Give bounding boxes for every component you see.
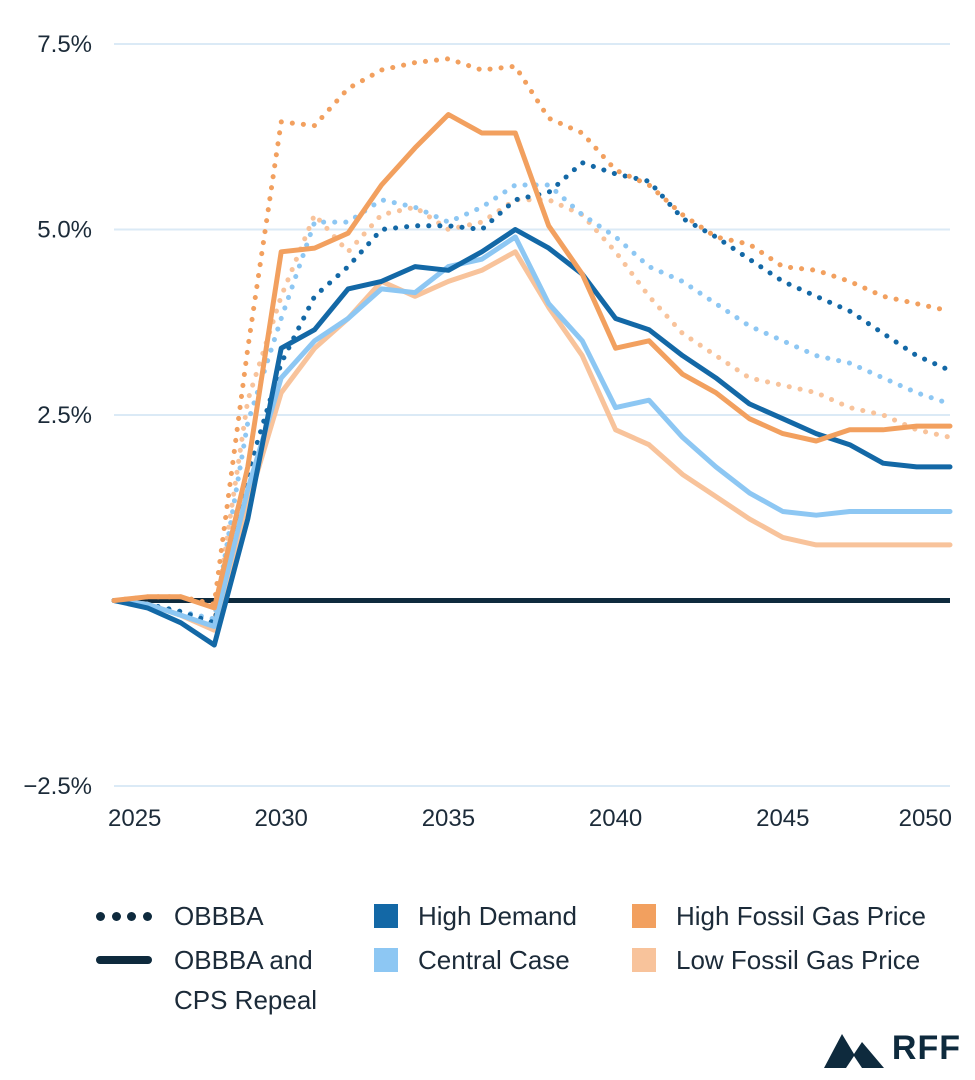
solid-line-swatch xyxy=(96,956,152,964)
series-line-high-fossil-gas-price xyxy=(111,112,953,611)
series-line-central-case xyxy=(111,234,953,629)
series-line-central-case-obbba xyxy=(111,182,953,622)
legend-item-low-fossil-gas-price: Low Fossil Gas Price xyxy=(632,940,920,980)
logo-text: RFF xyxy=(891,1029,961,1067)
legend-label-high-demand: High Demand xyxy=(418,901,577,931)
legend-label-central-case: Central Case xyxy=(418,945,570,975)
gridlines xyxy=(114,43,950,787)
series-line-high-demand xyxy=(111,227,953,648)
legend-label-obbba: OBBBA xyxy=(174,901,264,931)
high-gas-swatch xyxy=(632,904,656,928)
legend-label-obbba-cps-repeal: OBBBA and CPS Repeal xyxy=(174,940,317,1020)
legend-label-line2: CPS Repeal xyxy=(174,985,318,1015)
y-tick-label: 2.5% xyxy=(37,402,92,429)
y-tick-label: 7.5% xyxy=(37,31,92,58)
series-line-high-fossil-gas-price-obbba xyxy=(111,56,953,607)
x-tick-label: 2050 xyxy=(899,805,952,832)
x-axis-ticks: 2025 2030 2035 2040 2045 2050 xyxy=(108,805,952,832)
series-layer xyxy=(111,56,953,648)
x-tick-label: 2035 xyxy=(422,805,475,832)
series-line-low-fossil-gas-price-obbba xyxy=(111,197,953,626)
mountain-logo-icon xyxy=(823,1033,884,1068)
legend-item-high-demand: High Demand xyxy=(374,896,577,936)
low-gas-swatch xyxy=(632,948,656,972)
x-tick-label: 2025 xyxy=(108,805,161,832)
legend-label-line1: OBBBA and xyxy=(174,945,313,975)
central-case-swatch xyxy=(374,948,398,972)
rff-logo: RFF xyxy=(823,1029,961,1068)
y-axis-ticks: −2.5% 2.5% 5.0% 7.5% xyxy=(23,31,92,800)
dotted-line-swatch xyxy=(96,896,152,936)
x-tick-label: 2040 xyxy=(589,805,642,832)
legend-item-obbba: OBBBA xyxy=(96,896,264,936)
x-tick-label: 2030 xyxy=(255,805,308,832)
y-tick-label: 5.0% xyxy=(37,217,92,244)
series-line-high-demand-obbba xyxy=(111,160,953,626)
high-demand-swatch xyxy=(374,904,398,928)
legend-label-high-fossil-gas-price: High Fossil Gas Price xyxy=(676,901,926,931)
legend-item-high-fossil-gas-price: High Fossil Gas Price xyxy=(632,896,926,936)
legend-item-obbba-cps-repeal: OBBBA and CPS Repeal xyxy=(96,940,317,1020)
series-line-low-fossil-gas-price xyxy=(111,249,953,633)
legend-item-central-case: Central Case xyxy=(374,940,570,980)
y-tick-label: −2.5% xyxy=(23,773,92,800)
legend-label-low-fossil-gas-price: Low Fossil Gas Price xyxy=(676,945,921,975)
legend: OBBBA OBBBA and CPS Repeal High Demand C… xyxy=(0,890,975,1030)
x-tick-label: 2045 xyxy=(756,805,809,832)
line-chart: −2.5%2.5%5.0%7.5% 2025 2030 2035 2040 2045 20… xyxy=(23,31,953,832)
